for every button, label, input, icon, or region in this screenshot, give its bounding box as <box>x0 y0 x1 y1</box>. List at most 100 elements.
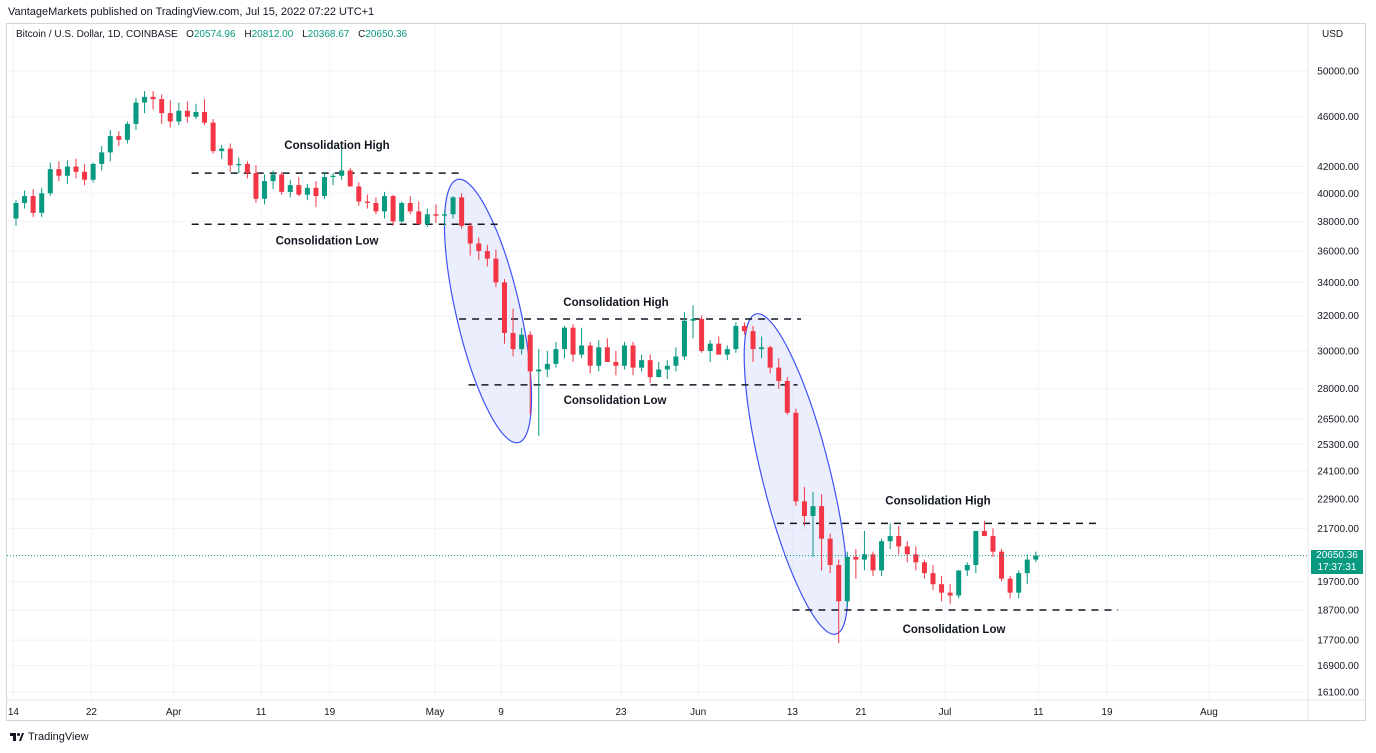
candle-body[interactable] <box>279 174 285 192</box>
candle-body[interactable] <box>981 530 987 537</box>
candle-body[interactable] <box>956 570 962 596</box>
candle-body[interactable] <box>1033 555 1039 560</box>
candle-body[interactable] <box>999 551 1005 579</box>
candle-body[interactable] <box>82 171 88 180</box>
candle-body[interactable] <box>587 345 593 366</box>
candle-body[interactable] <box>1016 573 1022 593</box>
candle-body[interactable] <box>510 332 516 350</box>
candle-body[interactable] <box>150 96 156 100</box>
candle-body[interactable] <box>930 573 936 585</box>
candle-body[interactable] <box>159 99 165 114</box>
candle-body[interactable] <box>939 584 945 593</box>
candle-body[interactable] <box>364 201 370 203</box>
candle-body[interactable] <box>776 367 782 381</box>
candle-body[interactable] <box>47 169 53 194</box>
candle-body[interactable] <box>699 319 705 351</box>
candle-body[interactable] <box>322 177 328 197</box>
candle-body[interactable] <box>501 282 507 333</box>
candle-body[interactable] <box>870 554 876 571</box>
candle-body[interactable] <box>544 363 550 370</box>
candle-body[interactable] <box>879 541 885 571</box>
candle-body[interactable] <box>579 345 585 355</box>
candle-body[interactable] <box>184 110 190 117</box>
candle-body[interactable] <box>759 347 765 350</box>
candle-body[interactable] <box>424 214 430 225</box>
candle-body[interactable] <box>73 166 79 172</box>
candle-body[interactable] <box>416 211 422 225</box>
candle-body[interactable] <box>604 347 610 363</box>
candle-body[interactable] <box>561 327 567 350</box>
candle-body[interactable] <box>630 345 636 368</box>
candle-body[interactable] <box>202 111 208 123</box>
candle-body[interactable] <box>570 327 576 355</box>
candle-body[interactable] <box>476 243 482 252</box>
candle-body[interactable] <box>330 175 336 178</box>
candle-body[interactable] <box>621 345 627 366</box>
candle-body[interactable] <box>947 592 953 596</box>
candle-body[interactable] <box>459 197 465 226</box>
candle-body[interactable] <box>1024 559 1030 574</box>
candle-body[interactable] <box>913 554 919 563</box>
candle-body[interactable] <box>484 251 490 259</box>
candle-body[interactable] <box>724 349 730 355</box>
candle-body[interactable] <box>639 360 645 368</box>
candle-body[interactable] <box>767 347 773 368</box>
candle-body[interactable] <box>750 331 756 350</box>
candle-body[interactable] <box>30 196 36 213</box>
candle-body[interactable] <box>433 214 439 216</box>
candle-body[interactable] <box>921 562 927 574</box>
candle-body[interactable] <box>167 113 173 122</box>
candle-body[interactable] <box>990 536 996 552</box>
candle-body[interactable] <box>13 202 19 219</box>
candle-body[interactable] <box>553 349 559 364</box>
candle-body[interactable] <box>656 369 662 378</box>
candle-body[interactable] <box>836 564 842 602</box>
candle-body[interactable] <box>819 506 825 539</box>
candle-body[interactable] <box>613 362 619 366</box>
candle-body[interactable] <box>64 166 70 176</box>
candle-body[interactable] <box>733 325 739 350</box>
candle-body[interactable] <box>270 174 276 182</box>
candle-body[interactable] <box>210 122 216 152</box>
candle-body[interactable] <box>304 187 310 195</box>
candle-body[interactable] <box>227 148 233 166</box>
candle-body[interactable] <box>90 163 96 180</box>
candle-body[interactable] <box>116 136 122 140</box>
candle-body[interactable] <box>690 319 696 321</box>
candle-body[interactable] <box>399 202 405 222</box>
candle-body[interactable] <box>716 343 722 355</box>
candle-body[interactable] <box>56 169 62 176</box>
candle-body[interactable] <box>887 536 893 542</box>
candle-body[interactable] <box>536 369 542 372</box>
candle-body[interactable] <box>253 173 259 199</box>
candle-body[interactable] <box>1007 578 1013 593</box>
candle-body[interactable] <box>810 506 816 516</box>
candle-body[interactable] <box>22 196 28 203</box>
candle-body[interactable] <box>707 343 713 351</box>
candle-body[interactable] <box>373 202 379 212</box>
candle-body[interactable] <box>176 110 182 122</box>
candle-body[interactable] <box>382 196 388 212</box>
candle-body[interactable] <box>339 170 345 176</box>
candle-body[interactable] <box>844 556 850 602</box>
candle-body[interactable] <box>793 412 799 502</box>
candle-body[interactable] <box>390 196 396 222</box>
candle-body[interactable] <box>519 334 525 350</box>
candle-body[interactable] <box>467 225 473 244</box>
candle-body[interactable] <box>347 170 353 187</box>
candle-body[interactable] <box>442 214 447 216</box>
candle-body[interactable] <box>244 163 250 174</box>
candle-body[interactable] <box>861 554 867 560</box>
candle-body[interactable] <box>784 380 790 413</box>
candle-body[interactable] <box>827 538 833 565</box>
candle-body[interactable] <box>193 111 199 117</box>
candle-body[interactable] <box>219 148 225 152</box>
candle-body[interactable] <box>142 96 148 103</box>
candle-body[interactable] <box>741 325 747 332</box>
candle-body[interactable] <box>853 556 859 560</box>
candle-body[interactable] <box>262 181 268 199</box>
candle-body[interactable] <box>236 163 242 166</box>
candle-body[interactable] <box>896 536 902 547</box>
candle-body[interactable] <box>527 334 533 372</box>
